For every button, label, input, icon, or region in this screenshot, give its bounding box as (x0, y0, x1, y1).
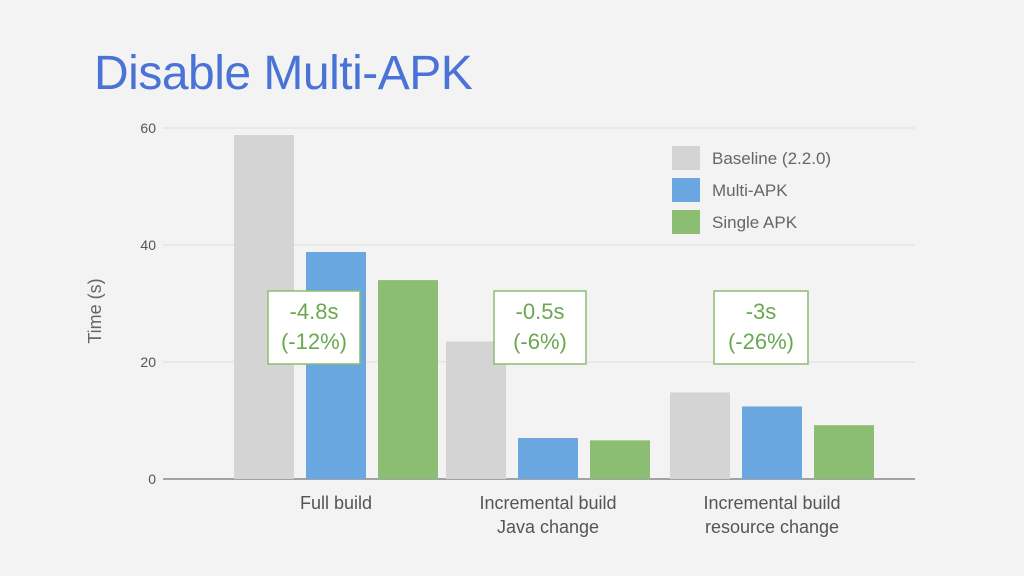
legend-swatch (672, 210, 700, 234)
x-category-label: Incremental build (479, 493, 616, 513)
annotation-box (713, 290, 809, 365)
annotation-text: -4.8s (290, 299, 339, 324)
annotation-box (493, 290, 587, 365)
annotation-text: (-6%) (513, 329, 567, 354)
annotation-text: (-26%) (728, 329, 794, 354)
x-category-label: Incremental build (703, 493, 840, 513)
bar-single-apk (590, 440, 650, 479)
annotation-text: -0.5s (516, 299, 565, 324)
x-category-label: Full build (300, 493, 372, 513)
legend-swatch (672, 178, 700, 202)
y-tick-label: 40 (140, 237, 156, 253)
bar-multi-apk (742, 406, 802, 479)
bar-multi-apk (306, 252, 366, 479)
legend-swatch (672, 146, 700, 170)
y-tick-label: 60 (140, 120, 156, 136)
legend-label: Baseline (2.2.0) (712, 149, 831, 168)
annotation-text: (-12%) (281, 329, 347, 354)
legend-label: Single APK (712, 213, 798, 232)
annotation-box (267, 290, 361, 365)
legend-label: Multi-APK (712, 181, 788, 200)
x-category-label: resource change (705, 517, 839, 537)
bar-single-apk (378, 280, 438, 479)
bar-baseline-2-2-0 (670, 392, 730, 479)
y-tick-label: 0 (148, 471, 156, 487)
x-category-label: Java change (497, 517, 599, 537)
slide-title: Disable Multi-APK (94, 47, 473, 100)
annotation-text: -3s (746, 299, 777, 324)
bar-single-apk (814, 425, 874, 479)
y-tick-label: 20 (140, 354, 156, 370)
bar-multi-apk (518, 438, 578, 479)
y-axis-title: Time (s) (85, 278, 105, 343)
